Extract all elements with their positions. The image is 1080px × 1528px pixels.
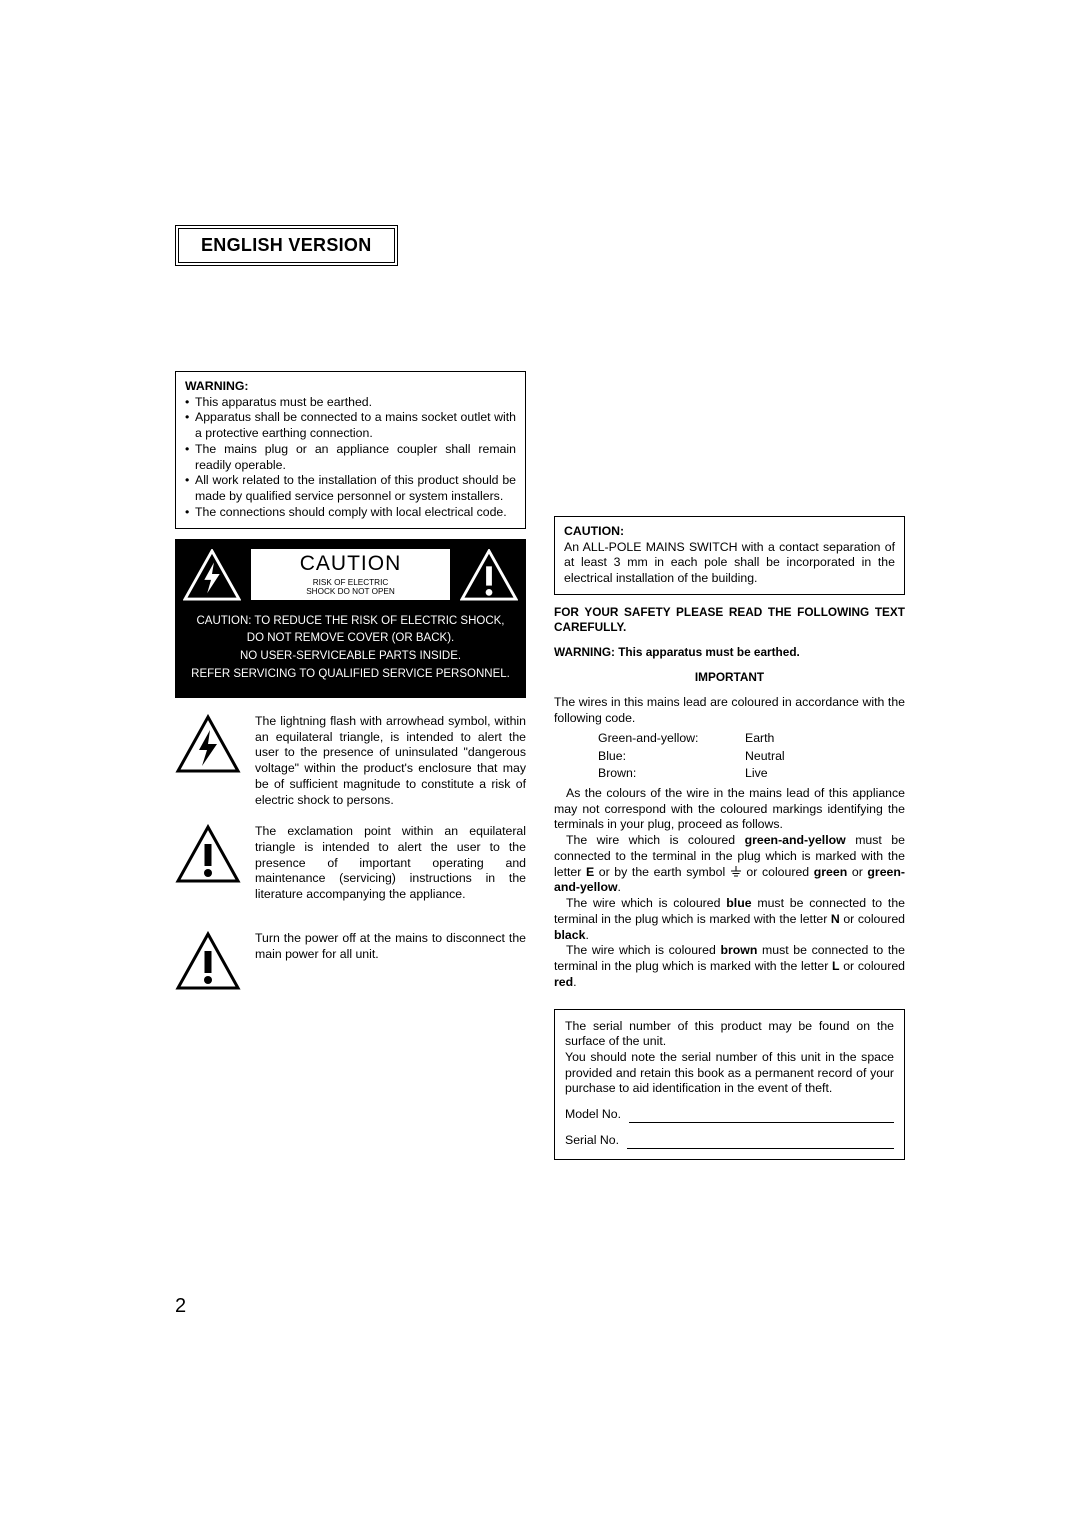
caution-line: CAUTION: TO REDUCE THE RISK OF ELECTRIC … bbox=[183, 613, 518, 631]
list-item: The connections should comply with local… bbox=[185, 505, 516, 521]
caution-line: REFER SERVICING TO QUALIFIED SERVICE PER… bbox=[183, 666, 518, 684]
serial-label: Serial No. bbox=[565, 1133, 619, 1149]
table-row: Brown:Live bbox=[598, 766, 785, 782]
caution-sub1: RISK OF ELECTRIC bbox=[251, 578, 450, 587]
serial-p2: You should note the serial number of thi… bbox=[565, 1050, 894, 1097]
list-item: Apparatus shall be connected to a mains … bbox=[185, 410, 516, 441]
table-row: Green-and-yellow:Earth bbox=[598, 731, 785, 747]
left-column: WARNING: This apparatus must be earthed.… bbox=[175, 371, 526, 1160]
exclamation-triangle-icon bbox=[175, 931, 241, 991]
caution-label: CAUTION RISK OF ELECTRIC SHOCK DO NOT OP… bbox=[251, 549, 450, 601]
caution-line: NO USER-SERVICEABLE PARTS INSIDE. bbox=[183, 648, 518, 666]
wire-green: The wire which is coloured green-and-yel… bbox=[554, 833, 905, 896]
title-box: ENGLISH VERSION bbox=[175, 225, 398, 266]
power-row: Turn the power off at the mains to disco… bbox=[175, 931, 526, 991]
important-label: IMPORTANT bbox=[554, 670, 905, 685]
caution-main: CAUTION bbox=[251, 551, 450, 578]
wire-intro: The wires in this mains lead are coloure… bbox=[554, 695, 905, 726]
caution-label: CAUTION: bbox=[564, 524, 895, 540]
warning-box: WARNING: This apparatus must be earthed.… bbox=[175, 371, 526, 529]
wire-brown: The wire which is coloured brown must be… bbox=[554, 943, 905, 990]
list-item: This apparatus must be earthed. bbox=[185, 395, 516, 411]
wire-blue: The wire which is coloured blue must be … bbox=[554, 896, 905, 943]
warning-label: WARNING: bbox=[185, 379, 516, 395]
bolt-text: The lightning flash with arrowhead symbo… bbox=[255, 714, 526, 808]
excl-row: The exclamation point within an equilate… bbox=[175, 824, 526, 903]
excl-text: The exclamation point within an equilate… bbox=[255, 824, 526, 903]
wire-mismatch: As the colours of the wire in the mains … bbox=[554, 786, 905, 833]
bolt-row: The lightning flash with arrowhead symbo… bbox=[175, 714, 526, 808]
page-number: 2 bbox=[175, 1295, 186, 1318]
wire-colour-table: Green-and-yellow:Earth Blue:Neutral Brow… bbox=[596, 729, 787, 784]
table-row: Blue:Neutral bbox=[598, 749, 785, 765]
page-title: ENGLISH VERSION bbox=[201, 235, 372, 256]
list-item: All work related to the installation of … bbox=[185, 473, 516, 504]
caution-text: An ALL-POLE MAINS SWITCH with a contact … bbox=[564, 540, 895, 587]
earth-icon bbox=[730, 866, 742, 878]
serial-p1: The serial number of this product may be… bbox=[565, 1019, 894, 1050]
exclamation-triangle-icon bbox=[460, 549, 518, 601]
right-column: CAUTION: An ALL-POLE MAINS SWITCH with a… bbox=[554, 371, 905, 1160]
caution-sub2: SHOCK DO NOT OPEN bbox=[251, 587, 450, 596]
exclamation-triangle-icon bbox=[175, 824, 241, 884]
bolt-triangle-icon bbox=[175, 714, 241, 774]
safety-heading: FOR YOUR SAFETY PLEASE READ THE FOLLOWIN… bbox=[554, 605, 905, 635]
caution-line: DO NOT REMOVE COVER (OR BACK). bbox=[183, 630, 518, 648]
serial-box: The serial number of this product may be… bbox=[554, 1009, 905, 1160]
caution-box: CAUTION: An ALL-POLE MAINS SWITCH with a… bbox=[554, 516, 905, 595]
list-item: The mains plug or an appliance coupler s… bbox=[185, 442, 516, 473]
power-text: Turn the power off at the mains to disco… bbox=[255, 931, 526, 991]
warning-earth: WARNING: This apparatus must be earthed. bbox=[554, 645, 905, 660]
model-label: Model No. bbox=[565, 1107, 621, 1123]
caution-black-box: CAUTION RISK OF ELECTRIC SHOCK DO NOT OP… bbox=[175, 539, 526, 698]
serial-field[interactable] bbox=[627, 1137, 894, 1149]
warning-list: This apparatus must be earthed. Apparatu… bbox=[185, 395, 516, 521]
model-field[interactable] bbox=[629, 1111, 894, 1123]
bolt-triangle-icon bbox=[183, 549, 241, 601]
